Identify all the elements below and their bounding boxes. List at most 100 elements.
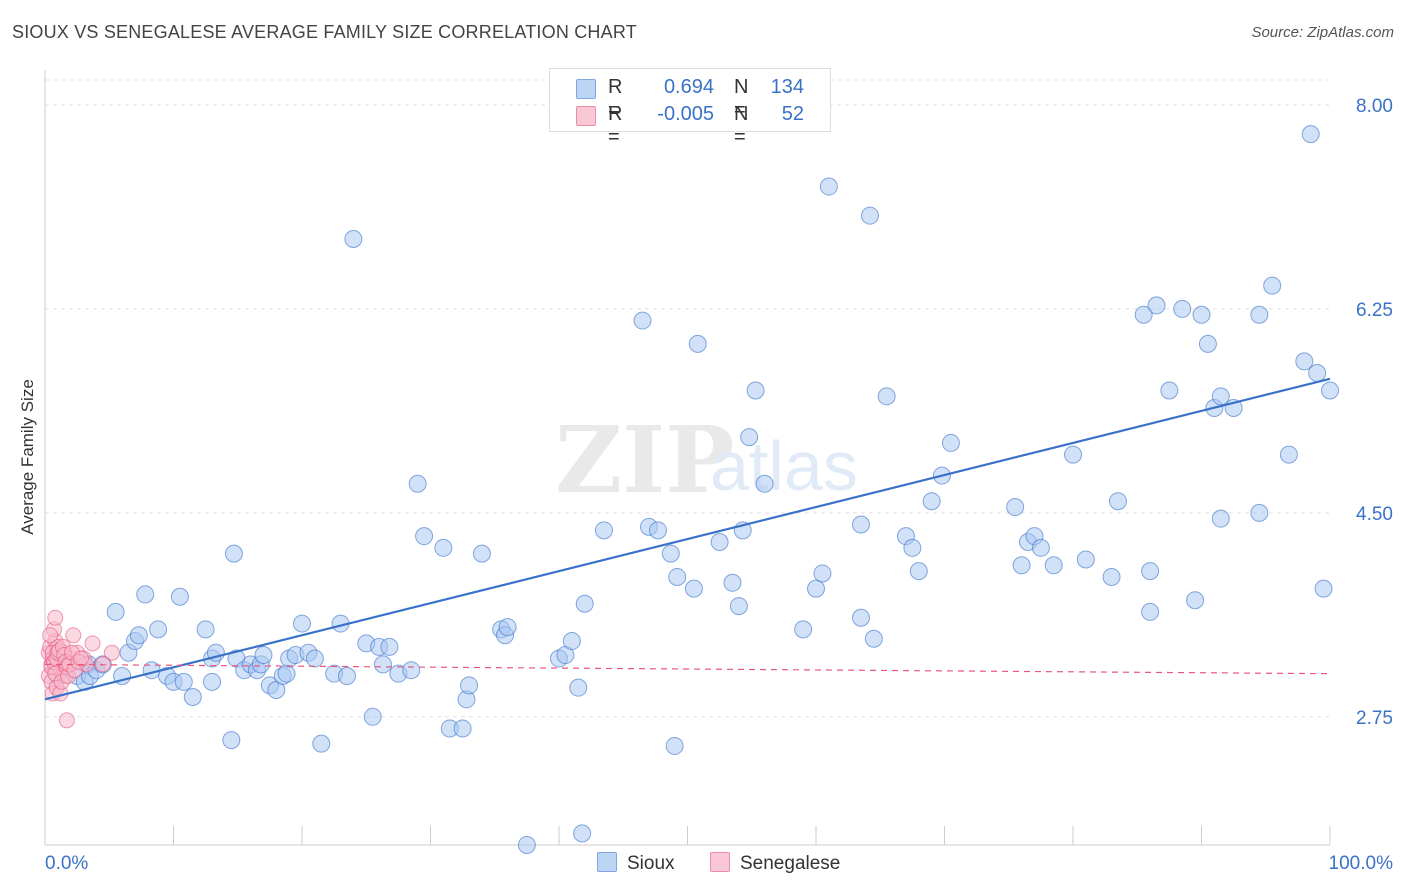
- sioux-point: [203, 672, 222, 691]
- grid-lines: [45, 79, 1330, 718]
- sioux-point: [196, 620, 215, 639]
- sioux-point: [517, 836, 536, 854]
- sioux-point: [149, 620, 168, 639]
- sioux-point: [183, 687, 202, 706]
- sioux-point: [363, 707, 382, 726]
- x-tick-label-max: 100.0%: [1329, 853, 1394, 874]
- legend-n-value: 134: [770, 76, 804, 98]
- sioux-point: [1141, 562, 1160, 581]
- sioux-point: [684, 579, 703, 598]
- sioux-point: [1064, 445, 1082, 464]
- sioux-point: [1192, 305, 1211, 324]
- sioux-point: [740, 428, 759, 447]
- sioux-point: [909, 562, 928, 581]
- sioux-point: [665, 736, 684, 755]
- sioux-point: [1211, 387, 1230, 406]
- y-tick-label: 8.00: [1356, 96, 1393, 117]
- sioux-point: [254, 646, 273, 665]
- sioux-point: [106, 602, 125, 621]
- sioux-point: [453, 719, 472, 738]
- sioux-point: [337, 667, 356, 686]
- y-tick-label: 2.75: [1356, 708, 1393, 729]
- sioux-point: [1301, 125, 1320, 144]
- sioux-point: [1031, 538, 1050, 557]
- sioux-point: [1108, 492, 1127, 511]
- sioux-point: [1076, 550, 1095, 569]
- sioux-point: [305, 649, 324, 668]
- sioux-point: [807, 579, 825, 598]
- bottom-legend-senegalese: Senegalese: [710, 852, 840, 875]
- sioux-point: [794, 620, 813, 639]
- sioux-point: [941, 433, 960, 452]
- watermark: ZIP atlas: [555, 406, 858, 514]
- sioux-point: [1012, 556, 1031, 575]
- watermark-atlas: atlas: [710, 427, 858, 505]
- sioux-point: [562, 632, 581, 651]
- sioux-point: [851, 515, 870, 534]
- senegalese-point: [103, 644, 120, 661]
- sioux-point: [746, 381, 765, 400]
- sioux-trend-line: [44, 377, 1331, 701]
- sioux-point: [129, 626, 148, 645]
- sioux-point: [877, 387, 896, 406]
- sioux-point: [860, 206, 879, 225]
- senegalese-point: [65, 627, 82, 644]
- sioux-point: [1211, 509, 1230, 528]
- sioux-point: [224, 544, 243, 563]
- sioux-point: [633, 311, 652, 330]
- sioux-point: [472, 544, 491, 563]
- sioux-point: [903, 538, 922, 557]
- sioux-point: [170, 587, 189, 606]
- bottom-legend-swatch-sioux: [597, 852, 617, 872]
- sioux-point: [710, 532, 729, 551]
- sioux-point: [174, 672, 193, 691]
- sioux-point: [136, 585, 155, 604]
- sioux-point: [1147, 296, 1166, 315]
- bottom-legend-swatch-senegalese: [710, 852, 730, 872]
- sioux-point: [1250, 305, 1269, 324]
- sioux-point: [819, 177, 838, 196]
- legend-r-label: R =: [608, 103, 623, 148]
- legend-r-label: R =: [608, 76, 623, 121]
- sioux-point: [1279, 445, 1298, 464]
- trend-lines: [44, 377, 1331, 701]
- sioux-point: [293, 614, 311, 633]
- bottom-legend-label-sioux: Sioux: [627, 853, 675, 874]
- sioux-point: [222, 731, 241, 750]
- senegalese-point: [58, 712, 75, 729]
- sioux-point: [864, 629, 883, 648]
- sioux-point: [434, 538, 453, 557]
- sioux-point: [1160, 381, 1179, 400]
- sioux-point: [402, 661, 421, 680]
- sioux-point: [1321, 381, 1339, 400]
- sioux-point: [723, 573, 742, 592]
- correlation-legend: R = 0.694 N = 134 R = -0.005 N = 52: [549, 68, 831, 148]
- sioux-point: [498, 618, 517, 637]
- sioux-point: [408, 474, 427, 493]
- sioux-point: [688, 334, 707, 353]
- sioux-point: [344, 229, 363, 248]
- senegalese-point: [72, 650, 89, 667]
- sioux-point: [1134, 305, 1153, 324]
- sioux-point: [1044, 556, 1063, 575]
- sioux-point: [813, 564, 832, 583]
- tick-labels: 2.75 4.50 6.25 8.00 0.0% 100.0%: [45, 96, 1393, 874]
- sioux-point: [755, 474, 774, 493]
- sioux-point: [1314, 579, 1333, 598]
- bottom-legend-label-senegalese: Senegalese: [740, 853, 841, 874]
- legend-n-label: N =: [734, 76, 749, 121]
- legend-swatch-senegalese: [576, 106, 596, 126]
- chart-source: Source: ZipAtlas.com: [1251, 24, 1394, 41]
- sioux-point: [729, 597, 748, 616]
- sioux-point: [460, 676, 479, 695]
- sioux-point: [1141, 602, 1160, 621]
- sioux-point: [594, 521, 613, 540]
- sioux-point: [1102, 567, 1121, 586]
- watermark-zip: ZIP: [555, 406, 734, 514]
- sioux-point: [1295, 352, 1314, 371]
- sioux-point: [373, 655, 392, 674]
- sioux-point: [1263, 276, 1282, 295]
- sioux-point: [851, 608, 870, 627]
- chart-title: SIOUX VS SENEGALESE AVERAGE FAMILY SIZE …: [12, 22, 637, 42]
